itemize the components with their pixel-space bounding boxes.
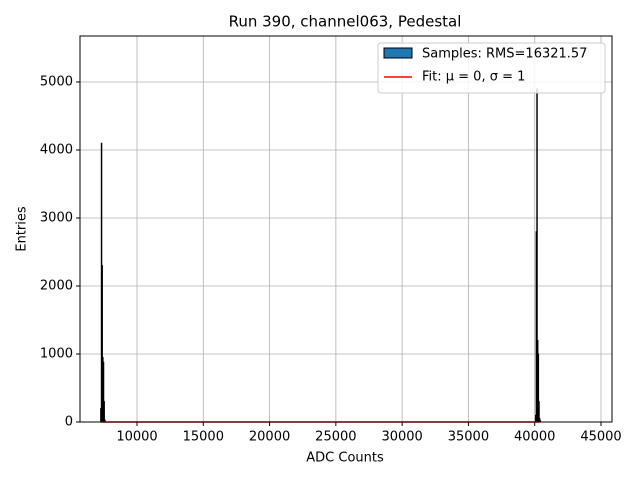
legend-label: Samples: RMS=16321.57: [422, 47, 587, 62]
y-tick-label: 3000: [40, 210, 73, 225]
plot-frame: [79, 35, 613, 423]
y-tick-label: 0: [65, 415, 73, 430]
histogram-bar: [103, 401, 105, 423]
legend: Samples: RMS=16321.57 Fit: μ = 0, σ = 1: [377, 42, 606, 94]
y-axis-label: Entries: [15, 206, 30, 252]
y-tick-label: 4000: [40, 142, 73, 157]
legend-box: [377, 42, 606, 94]
x-tick-label: 25000: [315, 430, 356, 445]
x-tick-label: 10000: [116, 430, 157, 445]
chart-title: Run 390, channel063, Pedestal: [229, 13, 462, 31]
y-tick-label: 1000: [40, 346, 73, 361]
x-tick-label: 40000: [514, 430, 555, 445]
x-axis-label: ADC Counts: [306, 451, 384, 466]
legend-label: Fit: μ = 0, σ = 1: [422, 70, 525, 85]
x-tick-label: 15000: [183, 430, 224, 445]
x-tick-label: 45000: [580, 430, 621, 445]
x-tick-label: 30000: [381, 430, 422, 445]
y-tick-label: 2000: [40, 278, 73, 293]
x-tick-label: 20000: [249, 430, 290, 445]
x-tick-label: 35000: [448, 430, 489, 445]
legend-swatch: [383, 47, 413, 59]
y-tick-label: 5000: [40, 74, 73, 89]
